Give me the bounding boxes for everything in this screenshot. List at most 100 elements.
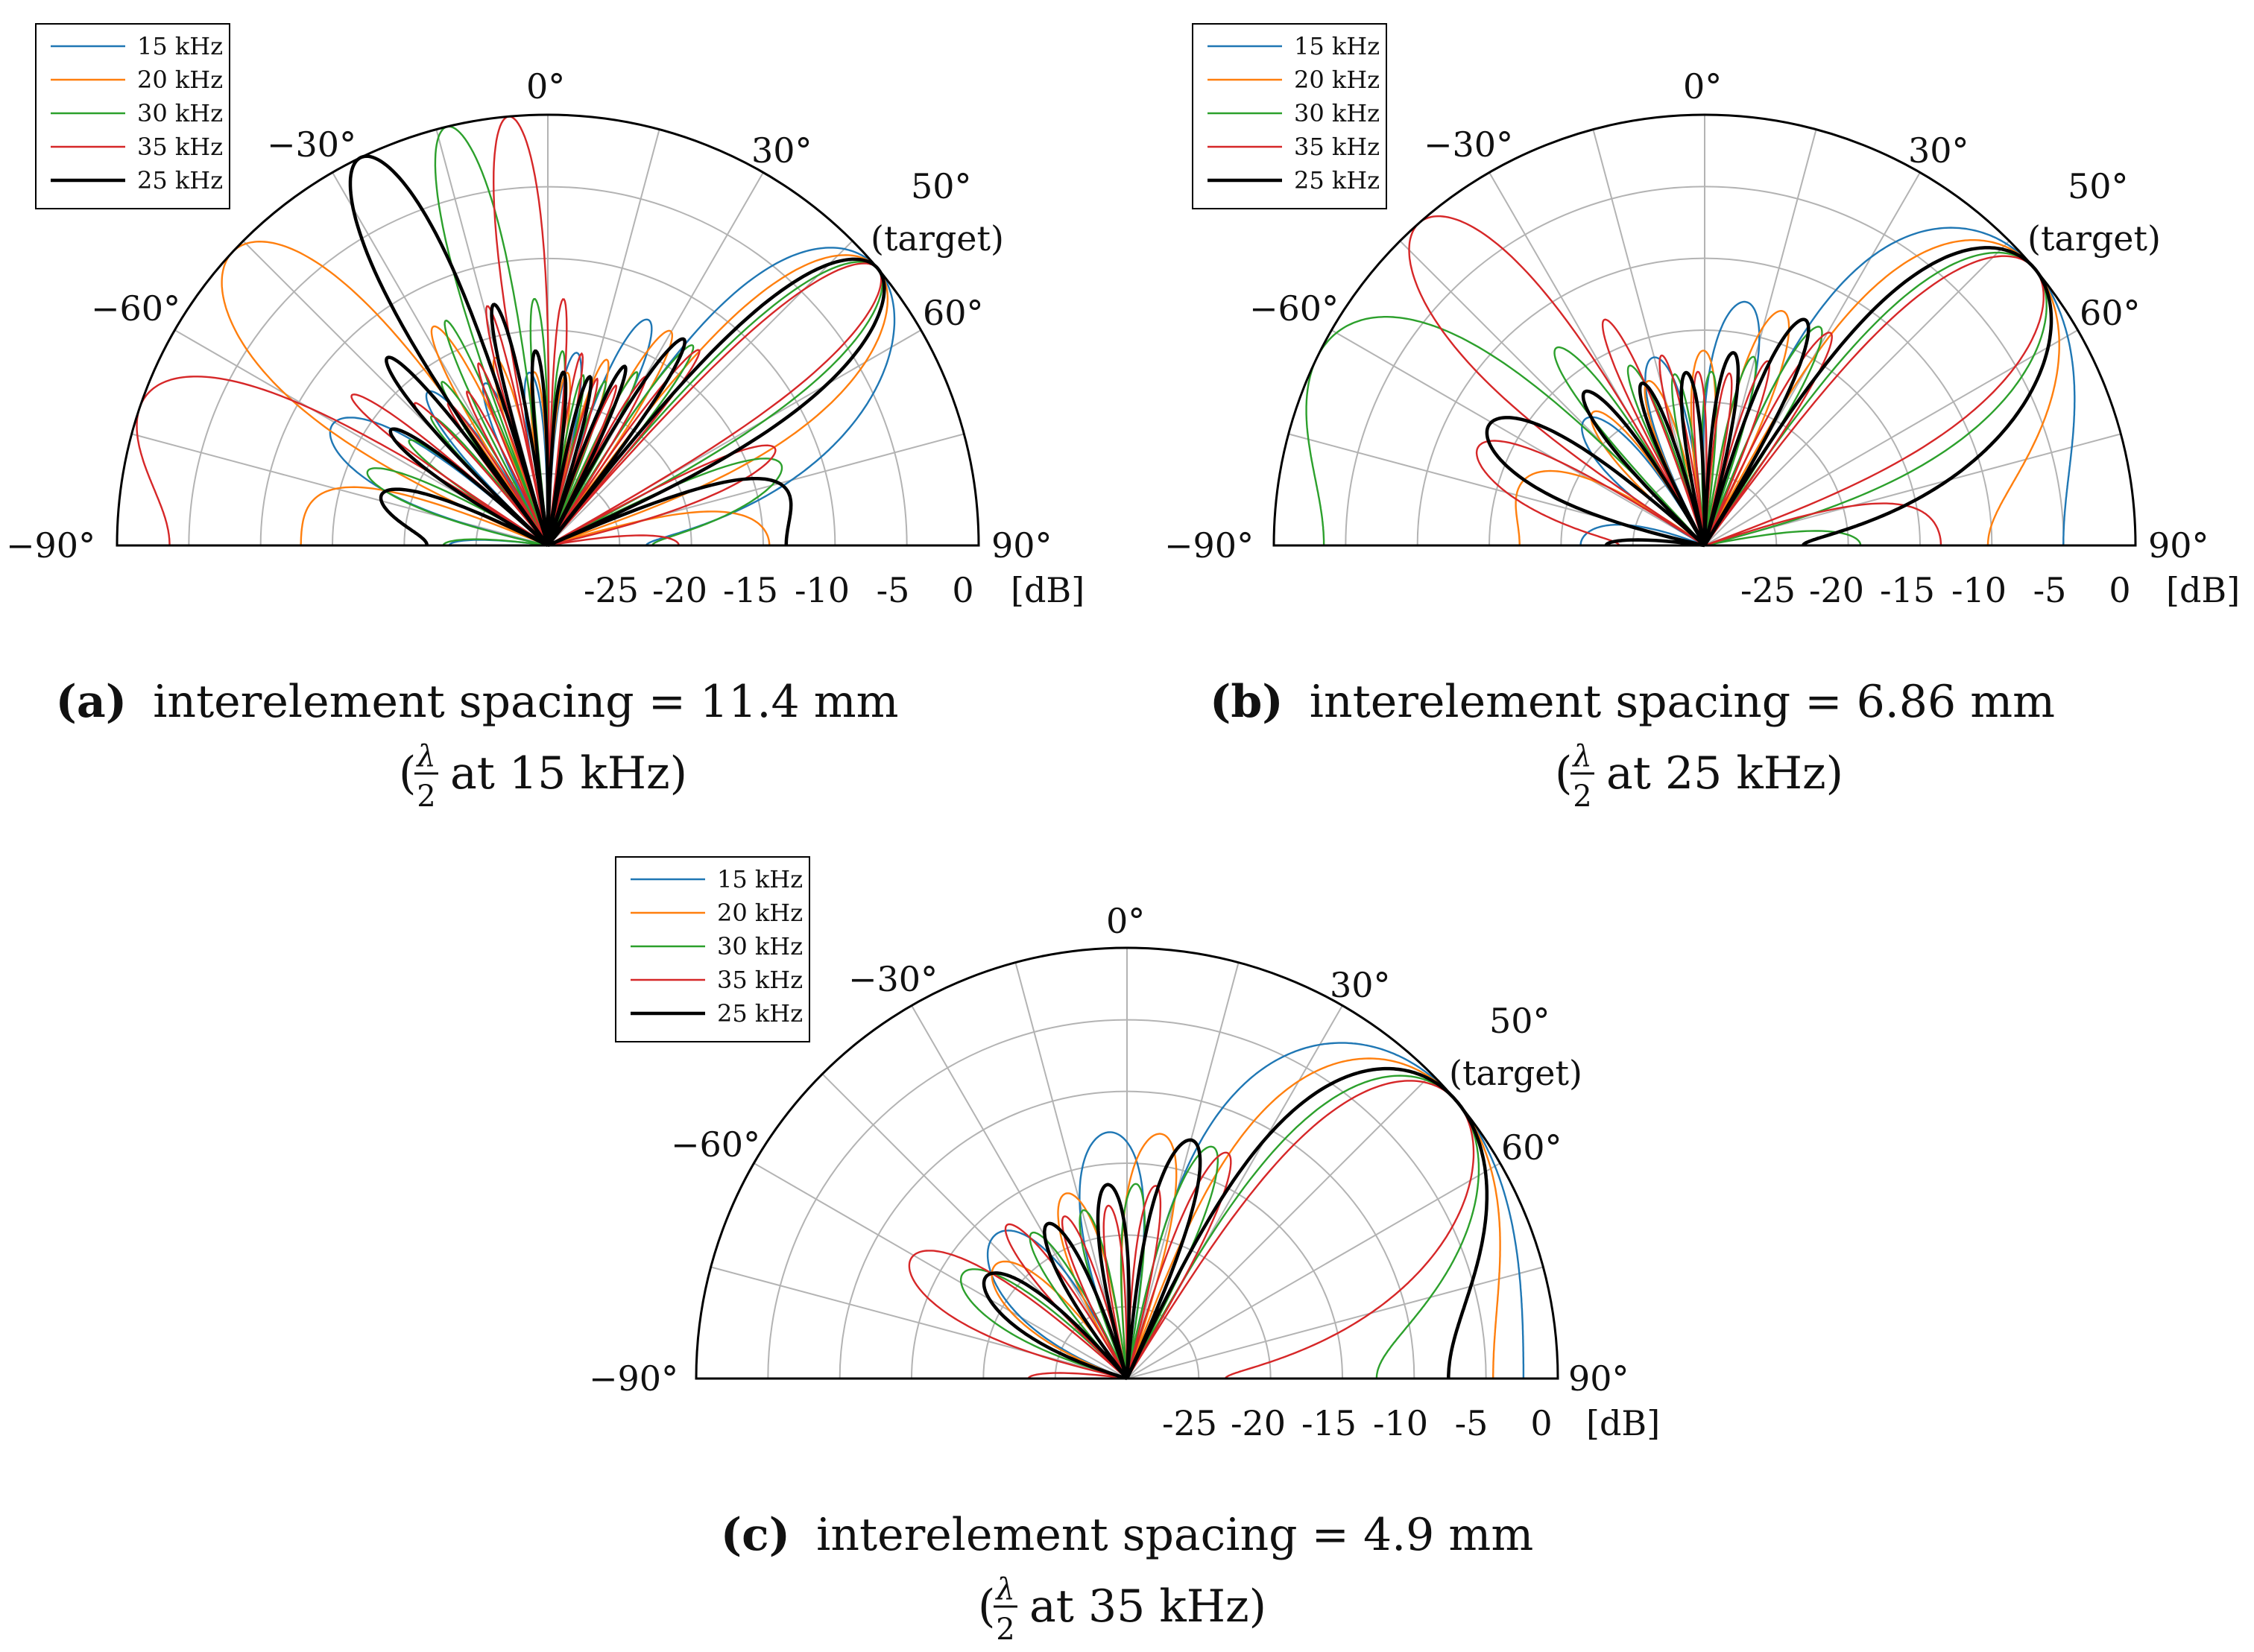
svg-text:(a) interelement spaci: (a) interelement spacing = 11.4 mm [56,676,899,728]
caption-text: interelement spacing = 4.9 mm [816,1509,1533,1561]
frame-b [1272,113,2137,547]
radial-labels-c: -25 -20 -15 -10 -5 0 [dB] [1162,1403,1660,1443]
angle-label-60: 60° [2080,293,2141,333]
legend-label: 20 kHz [1294,66,1380,94]
caption-paren: ( [1555,747,1572,800]
legend-label: 30 kHz [717,932,803,960]
traces-a [136,115,896,548]
target-note: (target) [871,218,1004,259]
trace-35kHz [1408,215,2045,547]
caption-c: (c) interelement spacing = 4.9 mm ( λ 2 … [721,1509,1533,1647]
radial-label-15: -15 [1301,1403,1357,1443]
radial-label-5: -5 [877,570,910,610]
radial-label-20: -20 [652,570,707,610]
legend-label: 20 kHz [717,899,803,927]
radial-unit: [dB] [1011,570,1085,610]
angle-label-60: 60° [923,293,984,333]
angle-label-m30: −30° [267,124,356,165]
radial-label-15: -15 [1880,570,1935,610]
angle-label-50: 50° [1489,1001,1550,1041]
angle-label-m90: −90° [589,1358,678,1399]
radial-label-15: -15 [723,570,778,610]
trace-30kHz [1305,251,2048,547]
legend-label: 30 kHz [137,99,223,127]
panel-b: −90° −60° −30° 0° 30° 50° (target) 60° 9… [1164,23,2240,814]
frac-den: 2 [1573,779,1591,814]
angle-label-m60: −60° [91,288,180,329]
grid-spoke [753,1162,1128,1379]
frac-num: λ [415,739,435,773]
trace-35kHz [908,1080,1475,1380]
grid-spoke [131,433,549,546]
legend-label: 15 kHz [717,865,803,893]
angle-label-30: 30° [751,130,812,171]
radial-label-10: -10 [1951,570,2007,610]
trace-15kHz [1579,227,2076,547]
trace-25kHz [982,1066,1489,1381]
grid-spoke [1126,962,1240,1379]
caption-sub: at 35 kHz) [1029,1580,1266,1633]
panel-a: −90° −60° −30° 0° 30° 50° (target) 60° 9… [6,23,1085,814]
panel-c: −90° −60° −30° 0° 30° 50° (target) 60° 9… [589,856,1660,1647]
grid-spoke [1126,1073,1433,1379]
angle-label-0: 0° [526,66,565,107]
trace-35kHz [136,115,883,547]
polar-frame [116,113,980,547]
radial-labels-b: -25 -20 -15 -10 -5 0 [dB] [1740,570,2240,610]
caption-a: (a) interelement spacing = 11.4 mm ( λ 2… [56,676,899,814]
legend-label: 15 kHz [137,32,223,60]
angle-label-m60: −60° [1249,288,1339,329]
legend-a: 15 kHz 20 kHz 30 kHz 35 kHz 25 kHz [35,23,230,209]
angle-label-0: 0° [1106,901,1145,941]
angle-label-m30: −30° [848,959,938,999]
trace-25kHz [348,154,886,548]
grid-spoke [710,1266,1128,1379]
radial-label-10: -10 [1373,1403,1428,1443]
radial-label-25: -25 [1740,570,1796,610]
angle-label-90: 90° [1568,1358,1629,1399]
grid-spoke [911,1004,1128,1379]
grid-spoke [1126,1162,1501,1379]
radial-unit: [dB] [1586,1403,1660,1443]
polar-frame [695,946,1559,1380]
angle-labels-c: −90° −60° −30° 0° 30° 50° (target) 60° 9… [589,901,1629,1399]
radial-label-20: -20 [1231,1403,1286,1443]
angle-label-50: 50° [2068,166,2129,206]
legend-b: 15 kHz 20 kHz 30 kHz 35 kHz 25 kHz [1192,23,1387,209]
angle-label-m90: −90° [1164,525,1254,566]
radial-label-0: 0 [1530,1403,1552,1443]
frac-den: 2 [996,1613,1014,1647]
angle-label-90: 90° [2148,525,2209,566]
grid-spoke [1704,240,2010,546]
legend-label: 20 kHz [137,66,223,94]
target-note: (target) [1449,1053,1582,1093]
angle-label-60: 60° [1501,1127,1562,1168]
angle-label-m90: −90° [6,525,95,566]
radial-label-25: -25 [1162,1403,1217,1443]
grid-spoke [1126,1266,1544,1379]
angle-labels-a: −90° −60° −30° 0° 30° 50° (target) 60° 9… [6,66,1052,566]
trace-15kHz [329,247,896,547]
angle-label-30: 30° [1908,130,1969,171]
angle-label-0: 0° [1683,66,1722,107]
legend-c: 15 kHz 20 kHz 30 kHz 35 kHz 25 kHz [615,856,810,1042]
caption-label: (c) [721,1509,790,1561]
angle-label-m30: −30° [1424,124,1513,165]
caption-paren: ( [978,1580,995,1633]
legend-label: 25 kHz [137,166,223,194]
angle-label-90: 90° [991,525,1052,566]
radial-label-5: -5 [1455,1403,1489,1443]
angle-label-m60: −60° [671,1124,760,1165]
caption-text: interelement spacing = 6.86 mm [1310,676,2055,728]
traces-c [908,1042,1525,1381]
frame-a [116,113,980,547]
caption-sub: at 25 kHz) [1606,747,1843,800]
radial-label-20: -20 [1809,570,1864,610]
legend-box [615,856,810,1042]
radial-label-0: 0 [2109,570,2130,610]
caption-text: interelement spacing = 11.4 mm [153,676,898,728]
legend-label: 35 kHz [717,966,803,994]
legend-label: 25 kHz [1294,166,1380,194]
caption-label: (b) [1210,676,1284,728]
